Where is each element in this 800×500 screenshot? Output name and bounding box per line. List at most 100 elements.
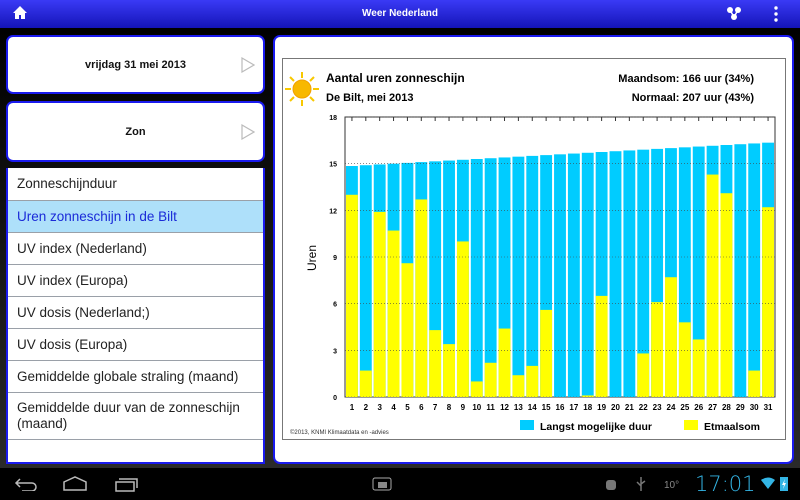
recent-apps-icon[interactable] — [114, 476, 138, 492]
sunshine-chart: Aantal uren zonneschijn De Bilt, mei 201… — [285, 71, 776, 436]
wifi-icon — [761, 477, 775, 489]
bar-max — [748, 143, 761, 397]
bar-max — [609, 151, 622, 397]
bar-actual — [678, 322, 691, 397]
x-tick-label: 22 — [639, 403, 648, 412]
x-tick-label: 26 — [694, 403, 703, 412]
y-tick-label: 18 — [329, 115, 337, 122]
list-item-selected[interactable]: Uren zonneschijn in de Bilt — [8, 201, 263, 233]
x-tick-label: 11 — [486, 403, 495, 412]
list-item[interactable]: Gemiddelde globale straling (maand) — [8, 361, 263, 393]
bar-actual — [359, 370, 372, 397]
chart-title: Aantal uren zonneschijn — [326, 71, 465, 85]
bar-actual — [706, 174, 719, 397]
bar-max — [734, 144, 747, 397]
x-tick-label: 12 — [500, 403, 509, 412]
bar-max — [359, 165, 372, 397]
x-tick-label: 1 — [350, 403, 355, 412]
bar-max — [540, 155, 553, 397]
bar-max — [692, 146, 705, 397]
bar-actual — [484, 362, 497, 397]
android-debug-icon — [606, 480, 616, 490]
x-tick-label: 4 — [391, 403, 396, 412]
x-tick-label: 3 — [377, 403, 382, 412]
x-tick-label: 19 — [597, 403, 606, 412]
list-item[interactable]: Gemiddelde duur van de zonneschijn (maan… — [8, 393, 263, 440]
bar-actual — [346, 194, 358, 397]
x-tick-label: 16 — [556, 403, 565, 412]
x-tick-label: 5 — [405, 403, 410, 412]
bar-actual — [540, 309, 553, 397]
x-tick-label: 30 — [750, 403, 759, 412]
x-tick-label: 23 — [653, 403, 662, 412]
bar-actual — [581, 395, 594, 397]
x-tick-label: 17 — [569, 403, 578, 412]
clock: 17:01 — [695, 472, 756, 496]
back-icon[interactable] — [14, 477, 38, 491]
x-tick-label: 18 — [583, 403, 592, 412]
chart-subtitle: De Bilt, mei 2013 — [326, 92, 413, 104]
y-tick-label: 0 — [333, 395, 337, 402]
x-tick-label: 13 — [514, 403, 523, 412]
bar-actual — [637, 353, 650, 397]
legend-label-max: Langst mogelijke duur — [540, 421, 652, 433]
bar-actual — [692, 339, 705, 397]
category-label: Zon — [125, 125, 146, 138]
action-bar: Weer Nederland — [0, 0, 800, 28]
list-item[interactable]: UV dosis (Nederland;) — [8, 297, 263, 329]
x-tick-label: 28 — [722, 403, 731, 412]
bar-max — [484, 158, 497, 397]
list-item[interactable]: UV index (Europa) — [8, 265, 263, 297]
x-tick-label: 25 — [680, 403, 689, 412]
legend-swatch-actual — [684, 420, 698, 430]
x-tick-label: 29 — [736, 403, 745, 412]
bar-actual — [651, 302, 664, 397]
x-tick-label: 20 — [611, 403, 620, 412]
bar-actual — [720, 193, 733, 397]
x-tick-label: 31 — [764, 403, 773, 412]
bar-max — [678, 147, 691, 397]
bar-actual — [470, 381, 483, 397]
credit: ©2013, KNMI Klimaatdata en -advies — [290, 429, 389, 436]
bar-actual — [456, 241, 469, 397]
list-item[interactable]: Zonneschijnduur — [8, 168, 263, 201]
y-tick-label: 3 — [333, 348, 337, 355]
list-item[interactable]: UV dosis (Europa) — [8, 329, 263, 361]
bar-max — [526, 155, 539, 397]
month-total: Maandsom: 166 uur (34%) — [618, 73, 754, 85]
bar-actual — [415, 199, 428, 397]
overflow-menu-icon[interactable] — [770, 4, 782, 24]
bar-actual — [748, 370, 761, 397]
bar-max — [567, 153, 580, 397]
home-nav-icon[interactable] — [62, 476, 88, 492]
topic-list: Zonneschijnduur Uren zonneschijn in de B… — [6, 168, 265, 464]
bar-max — [623, 150, 636, 397]
bar-max — [429, 161, 442, 397]
x-tick-label: 10 — [472, 403, 481, 412]
home-icon[interactable] — [12, 5, 28, 21]
x-tick-label: 2 — [364, 403, 369, 412]
sun-icon — [285, 72, 319, 106]
share-icon[interactable] — [726, 6, 742, 22]
bar-actual — [373, 211, 386, 397]
date-selector[interactable]: vrijdag 31 mei 2013 — [6, 35, 265, 94]
bar-actual — [665, 277, 677, 397]
list-item[interactable]: UV index (Nederland) — [8, 233, 263, 265]
y-tick-label: 6 — [333, 302, 337, 309]
x-tick-label: 8 — [447, 403, 452, 412]
bar-max — [665, 148, 677, 397]
bar-max — [581, 152, 594, 397]
category-selector[interactable]: Zon — [6, 101, 265, 162]
screenshot-icon[interactable] — [372, 477, 392, 491]
bar-actual — [443, 344, 455, 397]
x-tick-label: 24 — [667, 403, 676, 412]
bar-actual — [512, 375, 525, 397]
bar-actual — [498, 328, 511, 397]
normal-total: Normaal: 207 uur (43%) — [632, 92, 755, 104]
legend-swatch-max — [520, 420, 534, 430]
legend-label-actual: Etmaalsom — [704, 421, 760, 433]
x-tick-label: 14 — [528, 403, 537, 412]
bar-max — [470, 159, 483, 397]
bar-max — [651, 148, 664, 397]
play-arrow-icon — [241, 56, 255, 73]
